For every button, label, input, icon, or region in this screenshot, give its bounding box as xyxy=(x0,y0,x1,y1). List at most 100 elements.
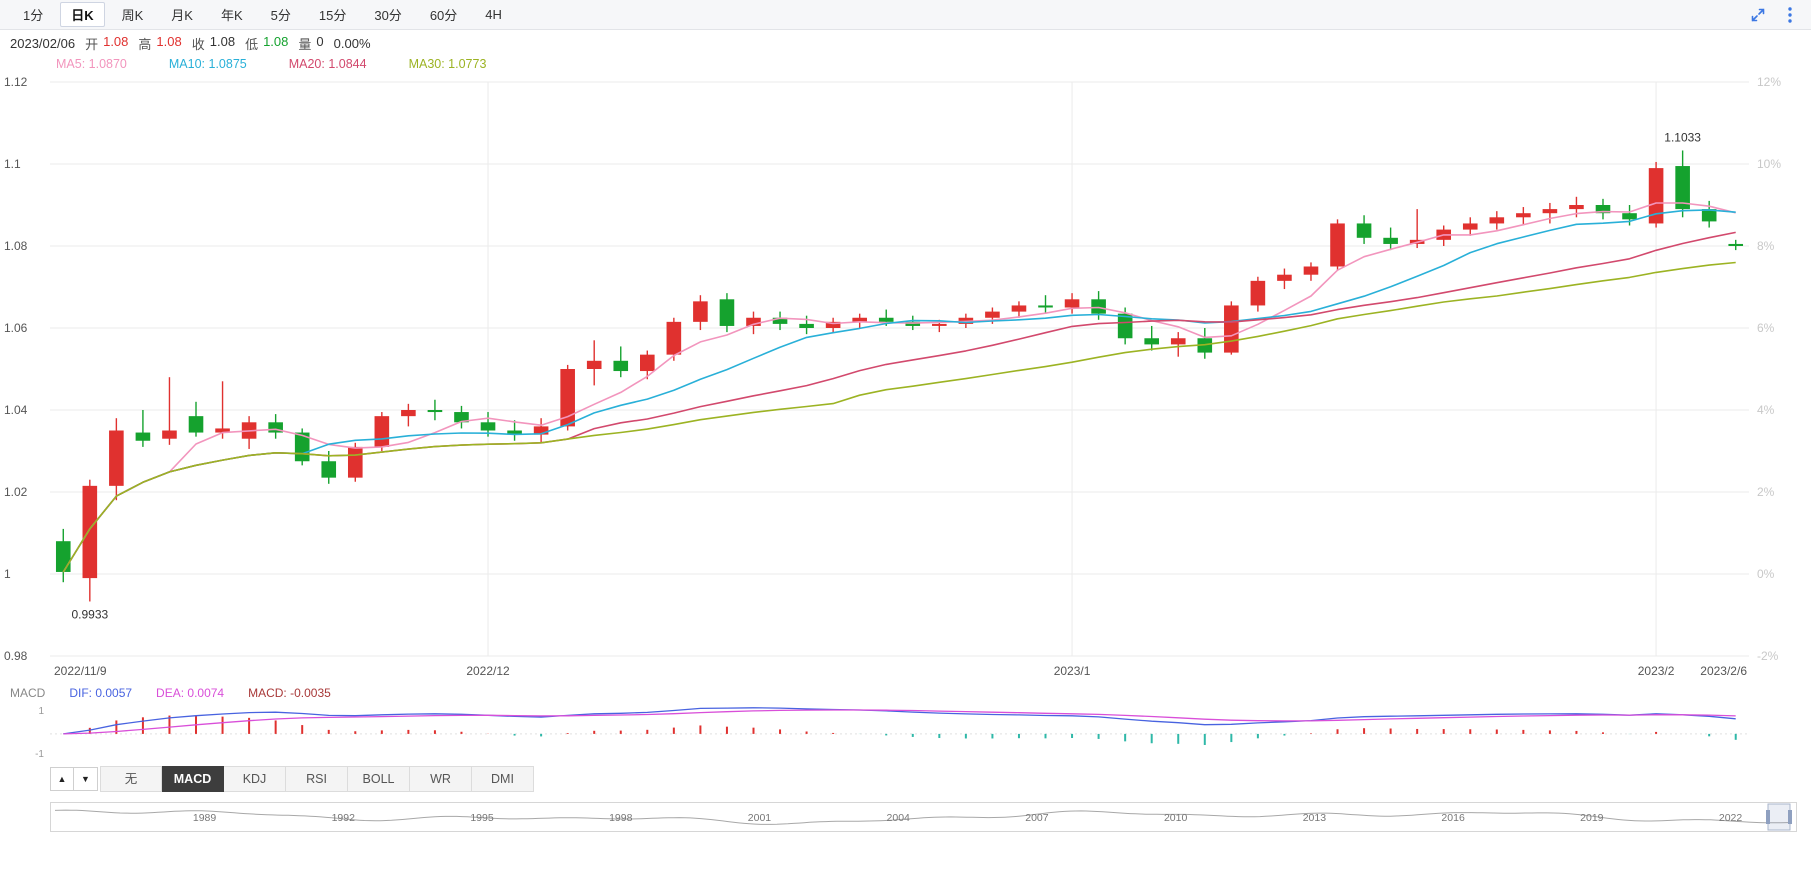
indicator-bar: ▲ ▼ 无 MACD KDJ RSI BOLL WR DMI xyxy=(0,764,1811,794)
dea-line xyxy=(63,709,1736,735)
svg-text:1998: 1998 xyxy=(609,812,633,824)
timeline-right-handle[interactable] xyxy=(1788,810,1792,824)
indicator-tab-MACD[interactable]: MACD xyxy=(162,766,224,792)
svg-text:2016: 2016 xyxy=(1441,812,1465,824)
quote-field-value: 1.08 xyxy=(103,33,129,49)
timeframe-tab-4H[interactable]: 4H xyxy=(485,7,502,22)
timeframe-toolbar: 1分 日K 周K 月K 年K 5分 15分 30分 60分 4H xyxy=(0,0,1811,30)
main-candlestick-chart[interactable]: 0.98 -2%1 0%1.02 2%1.04 4%1.06 6%1.08 8%1.1 10%… xyxy=(0,74,1811,684)
svg-text:2010: 2010 xyxy=(1164,812,1188,824)
quote-field-label: 收 xyxy=(191,36,205,52)
ma-legend-item-20: MA20: 1.0844 xyxy=(288,57,367,71)
ma-legend-item-5: MA5: 1.0870 xyxy=(56,57,127,71)
timeframe-tab-年K[interactable]: 年K xyxy=(220,8,243,23)
quote-field: 收 1.08 xyxy=(192,34,235,53)
macd-legend-item: DEA: 0.0074 xyxy=(156,686,225,700)
macd-histogram xyxy=(88,715,1737,745)
timeline-year-labels: 1989 1992 1995 1998 2001 2004 2007 2010 2013 2016… xyxy=(193,812,1743,824)
timeframe-tab-日K[interactable]: 日K xyxy=(60,2,105,27)
svg-text:2022: 2022 xyxy=(1719,812,1743,824)
scroll-down-button[interactable]: ▼ xyxy=(74,767,98,791)
ma-legend: MA5: 1.0870 MA10: 1.0875 MA20: 1.0844 MA30:… xyxy=(0,54,1811,74)
macd-panel-title: MACD xyxy=(10,686,46,700)
svg-text:6%: 6% xyxy=(1757,321,1775,335)
svg-text:0%: 0% xyxy=(1757,567,1775,581)
quote-fields: 开 1.08 高 1.08 收 1.08 低 1.08 量 0 xyxy=(85,34,324,53)
indicator-tab-RSI[interactable]: RSI xyxy=(286,766,348,792)
timeframe-tab-15分[interactable]: 15分 xyxy=(318,8,347,23)
quote-row: 2023/02/06 开 1.08 高 1.08 收 1.08 低 1.08 量 0 0.00% xyxy=(0,30,1811,54)
svg-text:10%: 10% xyxy=(1757,157,1781,171)
fullscreen-icon-svg xyxy=(1751,8,1765,21)
main-chart-area: 0.98 -2% 1 0% 1.02 2% 1.04 4% 1.06 6% 1.08 8% 1.1 10%… xyxy=(0,74,1811,684)
macd-legend-items: DIF: 0.0057 DEA: 0.0074 MACD: -0.0035 xyxy=(69,686,330,700)
svg-text:1989: 1989 xyxy=(193,812,217,824)
svg-text:1.1: 1.1 xyxy=(4,157,21,171)
macd-chart[interactable]: 1 -1 xyxy=(0,702,1811,760)
timeline-selection-window[interactable] xyxy=(1767,803,1791,831)
svg-text:1.04: 1.04 xyxy=(4,403,28,417)
ma30-line xyxy=(62,261,1736,573)
candles-layer xyxy=(55,150,1744,602)
axis-labels: 0.98 -2%1 0%1.02 2%1.04 4%1.06 6%1.08 8%1.1 10%… xyxy=(4,75,1781,678)
svg-text:1.08: 1.08 xyxy=(4,239,28,253)
svg-text:0.9933: 0.9933 xyxy=(71,607,108,621)
timeframe-tabs: 1分 日K 周K 月K 年K 5分 15分 30分 60分 4H xyxy=(12,2,513,27)
indicator-tab-BOLL[interactable]: BOLL xyxy=(348,766,410,792)
indicator-tab-DMI[interactable]: DMI xyxy=(472,766,534,792)
quote-field-label: 量 xyxy=(298,36,312,52)
indicator-tab-无[interactable]: 无 xyxy=(100,766,162,792)
fullscreen-icon[interactable] xyxy=(1749,6,1767,24)
macd-panel-area: 1 -1 xyxy=(0,702,1811,760)
svg-text:2001: 2001 xyxy=(748,812,772,824)
grid-layer xyxy=(50,81,1749,657)
timeline-left-handle[interactable] xyxy=(1766,810,1770,824)
quote-field: 开 1.08 xyxy=(85,34,128,53)
timeframe-tab-周K[interactable]: 周K xyxy=(121,8,144,23)
toolbar-icons xyxy=(1749,6,1799,24)
svg-text:1992: 1992 xyxy=(332,812,356,824)
macd-legend: MACD DIF: 0.0057 DEA: 0.0074 MACD: -0.0035 xyxy=(0,684,1811,702)
quote-field-value: 1.08 xyxy=(156,33,182,49)
quote-field-value: 1.08 xyxy=(263,33,289,49)
svg-text:12%: 12% xyxy=(1757,75,1781,89)
timeline-chart[interactable]: 1989 1992 1995 1998 2001 2004 2007 2010 2013 2016… xyxy=(51,803,1796,831)
ma5-line xyxy=(62,202,1736,573)
indicator-tab-WR[interactable]: WR xyxy=(410,766,472,792)
svg-text:1995: 1995 xyxy=(470,812,494,824)
scroll-up-button[interactable]: ▲ xyxy=(50,767,74,791)
quote-field-value: 0 xyxy=(316,33,324,49)
indicator-tab-KDJ[interactable]: KDJ xyxy=(224,766,286,792)
kebab-menu-icon-svg xyxy=(1788,6,1792,23)
macd-legend-item: DIF: 0.0057 xyxy=(69,686,133,700)
svg-text:1.02: 1.02 xyxy=(4,485,28,499)
ma-legend-item-30: MA30: 1.0773 xyxy=(408,57,487,71)
timeframe-tab-5分[interactable]: 5分 xyxy=(270,8,291,23)
ma10-line xyxy=(62,209,1736,573)
svg-text:8%: 8% xyxy=(1757,239,1775,253)
svg-text:4%: 4% xyxy=(1757,403,1775,417)
svg-text:-2%: -2% xyxy=(1757,649,1779,663)
svg-text:2023/1: 2023/1 xyxy=(1054,664,1091,678)
svg-text:2022/11/9: 2022/11/9 xyxy=(54,664,107,678)
svg-text:2019: 2019 xyxy=(1580,812,1604,824)
quote-field-label: 低 xyxy=(245,36,259,52)
indicator-tabs: 无 MACD KDJ RSI BOLL WR DMI xyxy=(100,766,534,792)
timeframe-tab-60分[interactable]: 60分 xyxy=(429,8,458,23)
timeframe-tab-月K[interactable]: 月K xyxy=(171,8,193,23)
dif-line xyxy=(63,707,1736,735)
ma-legend-item-10: MA10: 1.0875 xyxy=(168,57,247,71)
quote-field: 高 1.08 xyxy=(138,34,181,53)
kebab-menu-icon[interactable] xyxy=(1781,6,1799,24)
svg-text:1.1033: 1.1033 xyxy=(1664,130,1701,144)
quote-field: 低 1.08 xyxy=(245,34,288,53)
timeframe-tab-30分[interactable]: 30分 xyxy=(374,8,402,23)
svg-text:2007: 2007 xyxy=(1025,812,1049,824)
timeline-scrubber[interactable]: 1989 1992 1995 1998 2001 2004 2007 2010 2013 2016… xyxy=(50,802,1797,832)
svg-text:1: 1 xyxy=(4,567,11,581)
quote-field-value: 1.08 xyxy=(209,33,236,49)
quote-field-label: 开 xyxy=(85,36,99,52)
timeframe-tab-1分[interactable]: 1分 xyxy=(23,8,44,23)
